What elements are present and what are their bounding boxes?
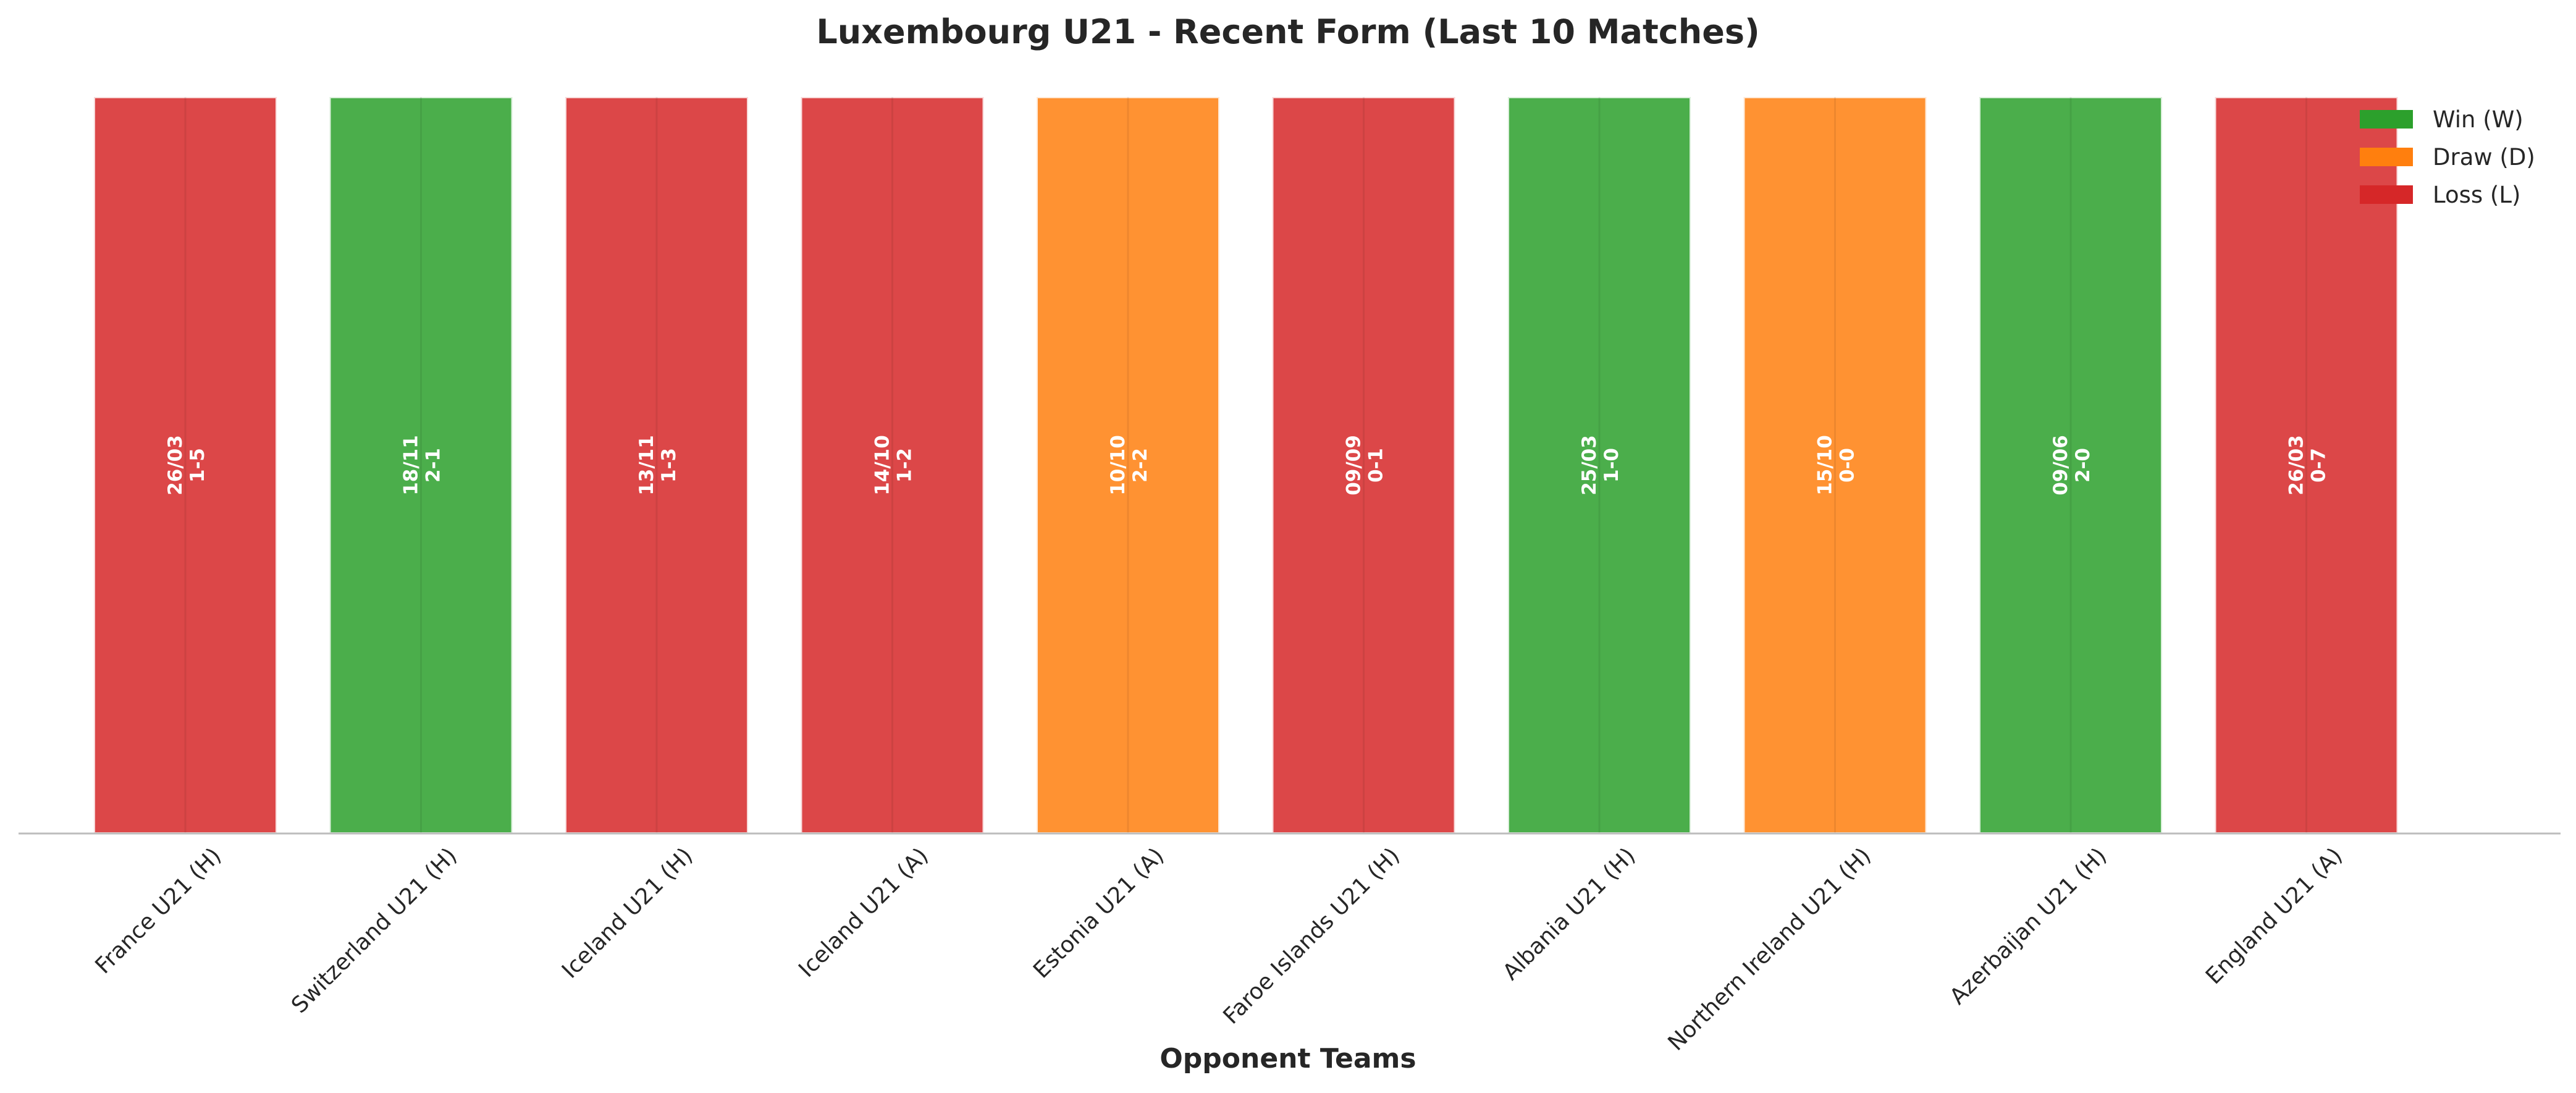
match-bar-group: 26/031-5: [93, 96, 278, 835]
bar-data-label: 14/101-2: [872, 435, 916, 496]
legend-label: Loss (L): [2433, 182, 2520, 208]
legend-swatch: [2360, 185, 2413, 204]
bar-data-label: 15/100-0: [1814, 435, 1859, 496]
match-score: 0-1: [1365, 448, 1387, 483]
match-score: 2-1: [423, 448, 445, 483]
match-bar-group: 09/090-1: [1271, 96, 1457, 835]
bar-L: [2213, 96, 2399, 835]
bar-data-label: 13/111-3: [636, 435, 680, 496]
x-tick-label: England U21 (A): [2201, 843, 2347, 989]
match-bar-group: 15/100-0: [1742, 96, 1928, 835]
match-score: 0-7: [2308, 448, 2330, 483]
bars-layer: 26/031-5 18/112-1 13/111-3 14/101-2 10/102-2…: [93, 96, 2399, 835]
bar-W: [1507, 96, 1692, 835]
bar-L: [1271, 96, 1457, 835]
legend-item: Loss (L): [2360, 182, 2520, 208]
match-score: 1-0: [1601, 448, 1623, 483]
match-score: 0-0: [1837, 448, 1859, 483]
bar-D: [1035, 96, 1221, 835]
x-tick-label: Switzerland U21 (H): [287, 843, 462, 1018]
match-date: 14/10: [872, 435, 894, 496]
match-score: 1-2: [894, 448, 916, 483]
match-bar-group: 25/031-0: [1507, 96, 1692, 835]
match-bar-group: 10/102-2: [1035, 96, 1221, 835]
x-tick-label: Faroe Islands U21 (H): [1219, 843, 1405, 1029]
x-tick-label: France U21 (H): [91, 843, 227, 979]
match-score: 2-2: [1129, 448, 1151, 483]
match-date: 15/10: [1814, 435, 1837, 496]
legend-item: Win (W): [2360, 106, 2523, 133]
legend-label: Win (W): [2433, 106, 2523, 133]
x-tick-label: Iceland U21 (A): [794, 843, 933, 982]
bar-L: [799, 96, 985, 835]
x-axis-label: Opponent Teams: [1160, 1043, 1416, 1074]
x-tick-label: Azerbaijan U21 (H): [1945, 843, 2112, 1010]
match-bar-group: 18/112-1: [328, 96, 514, 835]
match-bar-group: 13/111-3: [564, 96, 749, 835]
match-date: 25/03: [1578, 435, 1601, 496]
match-bar-group: 26/030-7: [2213, 96, 2399, 835]
bar-L: [564, 96, 749, 835]
match-score: 1-5: [187, 448, 209, 483]
bar-data-label: 18/112-1: [400, 435, 445, 496]
match-date: 09/09: [1343, 435, 1365, 496]
match-date: 26/03: [2286, 435, 2308, 496]
match-date: 18/11: [400, 435, 423, 496]
legend: Win (W) Draw (D) Loss (L): [2360, 106, 2535, 208]
match-bar-group: 14/101-2: [799, 96, 985, 835]
x-tick-label: Albania U21 (H): [1498, 843, 1640, 985]
legend-label: Draw (D): [2433, 144, 2535, 171]
match-score: 1-3: [658, 448, 680, 483]
bar-data-label: 26/030-7: [2286, 435, 2330, 496]
bar-data-label: 09/090-1: [1343, 435, 1387, 496]
legend-item: Draw (D): [2360, 144, 2535, 171]
match-date: 09/06: [2050, 435, 2072, 496]
match-date: 13/11: [636, 435, 658, 496]
bar-data-label: 09/062-0: [2050, 435, 2094, 496]
match-bar-group: 09/062-0: [1978, 96, 2163, 835]
chart-title: Luxembourg U21 - Recent Form (Last 10 Ma…: [816, 12, 1759, 51]
bar-L: [93, 96, 278, 835]
bar-data-label: 26/031-5: [164, 435, 209, 496]
x-tick-label: Estonia U21 (A): [1029, 843, 1169, 983]
x-tick-label: Iceland U21 (H): [557, 843, 697, 983]
legend-swatch: [2360, 148, 2413, 166]
x-tick-label: Northern Ireland U21 (H): [1664, 843, 1876, 1055]
x-tick-labels: France U21 (H) Switzerland U21 (H) Iceland…: [91, 843, 2347, 1055]
bar-data-label: 10/102-2: [1107, 435, 1151, 496]
bar-data-label: 25/031-0: [1578, 435, 1623, 496]
match-date: 26/03: [164, 435, 187, 496]
match-score: 2-0: [2072, 448, 2094, 483]
match-date: 10/10: [1107, 435, 1129, 496]
legend-swatch: [2360, 110, 2413, 129]
bar-W: [328, 96, 514, 835]
